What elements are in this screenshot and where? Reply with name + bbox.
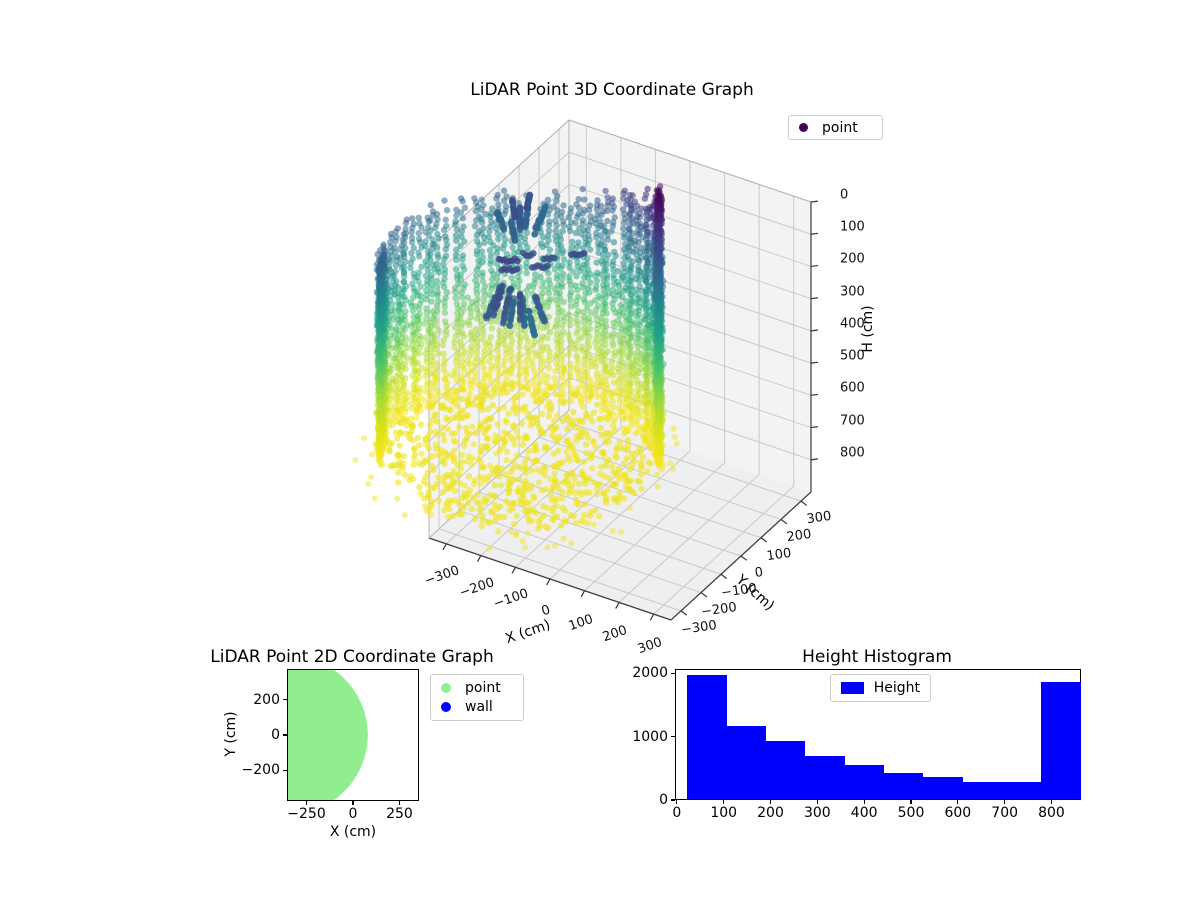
hist-xtick-label: 200	[757, 805, 784, 821]
point-marker-icon	[799, 123, 808, 132]
hist-bars	[676, 670, 1081, 799]
plot3d-ztick-label: 100	[840, 219, 865, 235]
hist-xtick-label: 300	[803, 805, 831, 821]
hist-xtick	[676, 800, 678, 804]
hist-xtick	[1004, 800, 1006, 804]
plot2d-ylabel: Y (cm)	[223, 711, 239, 757]
hist-bar	[923, 777, 963, 799]
plot2d-legend-label-wall: wall	[465, 699, 493, 716]
plot2d-ytick-label: 200	[253, 691, 280, 708]
point-region-shape	[288, 670, 368, 800]
hist-bar	[805, 755, 845, 799]
hist-xtick	[1050, 800, 1053, 804]
plot2d-xtick-label: −250	[287, 806, 326, 822]
plot2d-xtick	[352, 801, 354, 805]
point-region	[288, 670, 368, 800]
plot2d-axes	[287, 669, 419, 801]
plot2d-ytick	[283, 769, 287, 771]
hist-bar	[883, 772, 924, 799]
hist-xtick	[816, 800, 818, 804]
plot2d-legend-entry-point: point	[441, 678, 513, 698]
plot3d-zlabel: H (cm)	[860, 305, 876, 353]
plot2d-xtick	[398, 801, 401, 805]
plot2d-ytick	[283, 734, 287, 736]
hist-xtick-label: 400	[850, 805, 878, 821]
hist-xtick-label: 0	[672, 805, 682, 821]
plot3d-ztick-label: 500	[840, 348, 865, 364]
hist-ytick-label: 0	[659, 792, 668, 808]
plot3d-ztick-label: 400	[840, 316, 865, 332]
plot2d-legend-label-point: point	[465, 679, 501, 696]
hist-legend: Height	[830, 674, 931, 702]
hist-legend-label: Height	[873, 680, 920, 696]
hist-ytick	[671, 799, 675, 801]
plot3d-legend-entry: point	[799, 119, 872, 136]
plot3d-ztick-label: 600	[840, 380, 865, 396]
hist-xtick	[863, 800, 865, 804]
plot2d-legend-entry-wall: wall	[441, 698, 513, 718]
hist-xtick-label: 500	[897, 805, 925, 821]
hist-ytick	[671, 672, 675, 674]
hist-bar	[726, 726, 766, 799]
point-marker-icon	[441, 682, 451, 693]
hist-bar	[1001, 781, 1042, 799]
hist-xtick	[910, 800, 912, 804]
plot2d-xtick	[305, 801, 308, 805]
plot3d-ztick-label: 700	[840, 413, 865, 429]
hist-ytick-label: 1000	[632, 728, 668, 745]
hist-ytick	[671, 735, 675, 738]
plot2d-xlabel: X (cm)	[329, 824, 377, 840]
hist-xtick	[723, 800, 725, 804]
hist-xtick-label: 800	[1038, 805, 1065, 821]
hist-bar	[844, 765, 884, 799]
hist-bar	[962, 781, 1002, 799]
plot3d-ztick-label: 300	[840, 284, 865, 300]
plot3d-ztick-label: 0	[840, 187, 849, 203]
hist-bar	[687, 674, 727, 799]
plot3d-legend-label: point	[822, 119, 858, 136]
plot3d-ytick-label: 100	[765, 545, 793, 564]
hist-xtick	[769, 800, 772, 804]
height-swatch-icon	[841, 682, 864, 694]
plot2d-ytick-label: −200	[241, 762, 280, 779]
plot2d-ytick	[283, 699, 287, 701]
hist-legend-entry: Height	[841, 678, 920, 698]
plot3d-canvas	[300, 90, 910, 680]
plot3d-legend: point	[788, 115, 883, 140]
hist-bar	[1041, 682, 1081, 799]
hist-xtick-label: 700	[991, 805, 1019, 821]
plot2d-title: LiDAR Point 2D Coordinate Graph	[210, 647, 494, 667]
hist-xtick-label: 100	[710, 805, 738, 821]
plot2d-xtick-label: 0	[348, 806, 358, 822]
plot3d-ztick-label: 200	[840, 251, 865, 267]
hist-xtick	[957, 800, 959, 804]
plot2d-xtick-label: 250	[386, 806, 413, 822]
plot2d-legend: point wall	[430, 674, 524, 721]
hist-ytick-label: 2000	[632, 665, 668, 682]
wall-marker-icon	[441, 702, 451, 713]
hist-bar	[765, 740, 806, 799]
hist-title: Height Histogram	[802, 647, 952, 667]
hist-axes	[675, 669, 1081, 800]
hist-xtick-label: 600	[944, 805, 972, 821]
plot2d-ytick-label: 0	[271, 727, 280, 743]
plot3d-ztick-label: 800	[840, 445, 865, 461]
